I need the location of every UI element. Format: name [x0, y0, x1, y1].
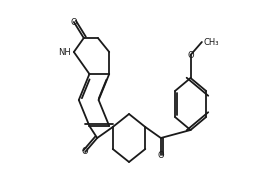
Text: CH₃: CH₃	[204, 38, 219, 46]
Text: O: O	[187, 51, 194, 60]
Text: NH: NH	[58, 47, 71, 57]
Text: O: O	[82, 147, 88, 156]
Text: O: O	[158, 150, 164, 160]
Text: O: O	[70, 17, 77, 26]
